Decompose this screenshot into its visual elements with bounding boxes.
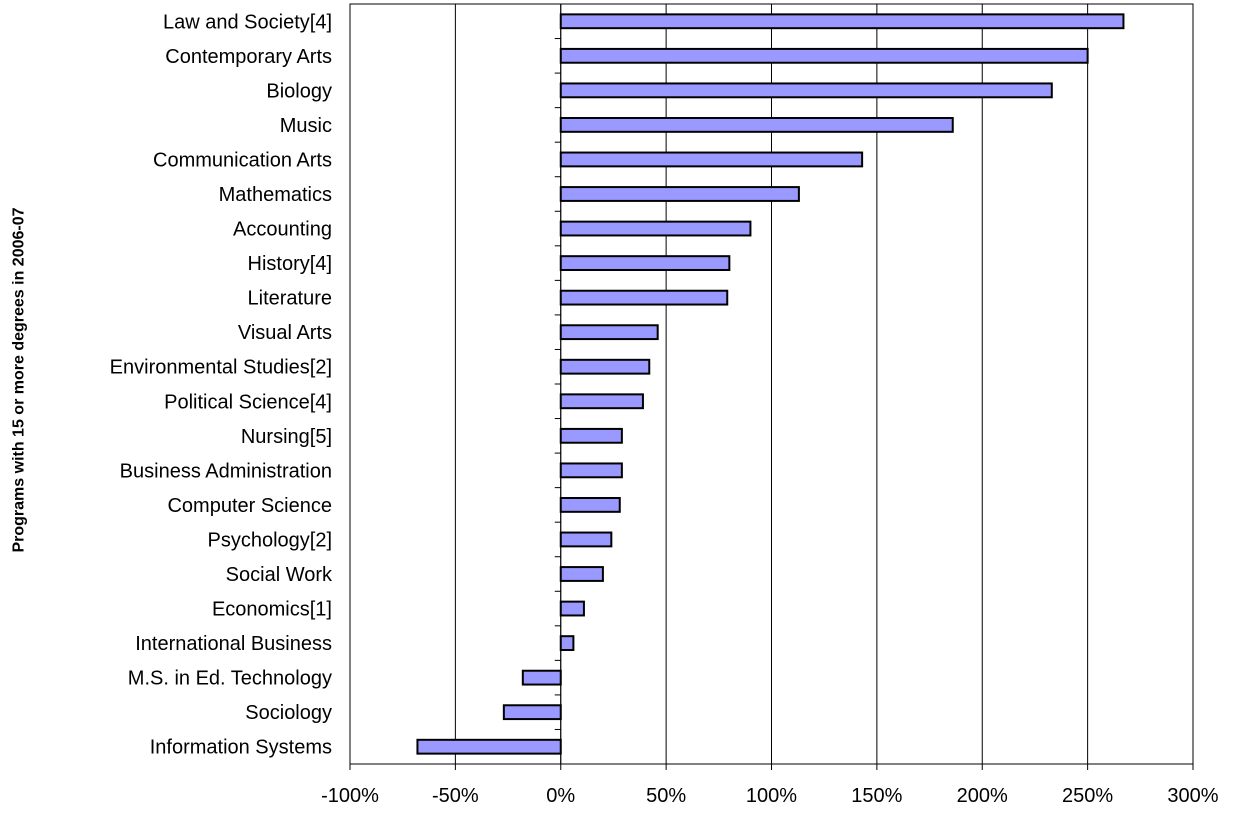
category-label: Biology (266, 80, 332, 102)
category-label: Contemporary Arts (165, 46, 332, 68)
category-label: Law and Society[4] (163, 11, 332, 33)
bar (502, 704, 562, 721)
category-label: Sociology (245, 702, 332, 724)
bar (559, 82, 1053, 99)
category-label: Computer Science (167, 495, 332, 517)
x-tick-label: -100% (321, 785, 379, 807)
category-label: International Business (135, 633, 332, 655)
bar (559, 462, 623, 479)
category-label: Accounting (233, 219, 332, 241)
bar (559, 566, 604, 582)
x-tick-label: 150% (851, 785, 902, 807)
bar (559, 427, 623, 444)
category-label: Social Work (226, 564, 333, 586)
bar (559, 255, 731, 272)
x-tick-label: 250% (1062, 785, 1113, 807)
x-tick-label: 0% (546, 785, 575, 807)
category-label: History[4] (248, 253, 332, 275)
x-tick-label: 100% (746, 785, 797, 807)
bar (559, 220, 752, 237)
bar (559, 186, 800, 202)
category-label: Economics[1] (212, 599, 332, 621)
category-label: Political Science[4] (164, 391, 332, 413)
bar (521, 669, 562, 686)
category-label: Visual Arts (238, 322, 332, 344)
bar (559, 635, 575, 652)
bar (559, 13, 1125, 30)
category-label: Music (280, 115, 332, 137)
category-label: Environmental Studies[2] (110, 357, 332, 379)
category-label: Nursing[5] (241, 426, 332, 448)
category-label: Psychology[2] (207, 529, 332, 551)
category-label: Information Systems (150, 737, 332, 759)
category-label: Business Administration (120, 460, 332, 482)
bar (559, 358, 651, 375)
category-label: M.S. in Ed. Technology (128, 668, 332, 690)
y-axis-label-container: Programs with 15 or more degrees in 2006… (0, 0, 40, 760)
bar (559, 47, 1089, 64)
category-label: Mathematics (219, 184, 332, 206)
bar (559, 151, 864, 168)
x-tick-label: 300% (1167, 785, 1218, 807)
bar (416, 738, 562, 755)
bar (559, 289, 729, 306)
x-tick-label: 200% (957, 785, 1008, 807)
y-axis-label: Programs with 15 or more degrees in 2006… (11, 207, 28, 553)
x-tick-label: -50% (432, 785, 479, 807)
bar (559, 393, 644, 410)
x-tick-label: 50% (646, 785, 686, 807)
bar (559, 600, 585, 617)
bar (559, 324, 659, 341)
bar (559, 117, 954, 133)
category-label: Communication Arts (153, 149, 332, 171)
bar (559, 497, 621, 513)
category-label: Literature (248, 288, 333, 310)
bar (559, 531, 613, 548)
